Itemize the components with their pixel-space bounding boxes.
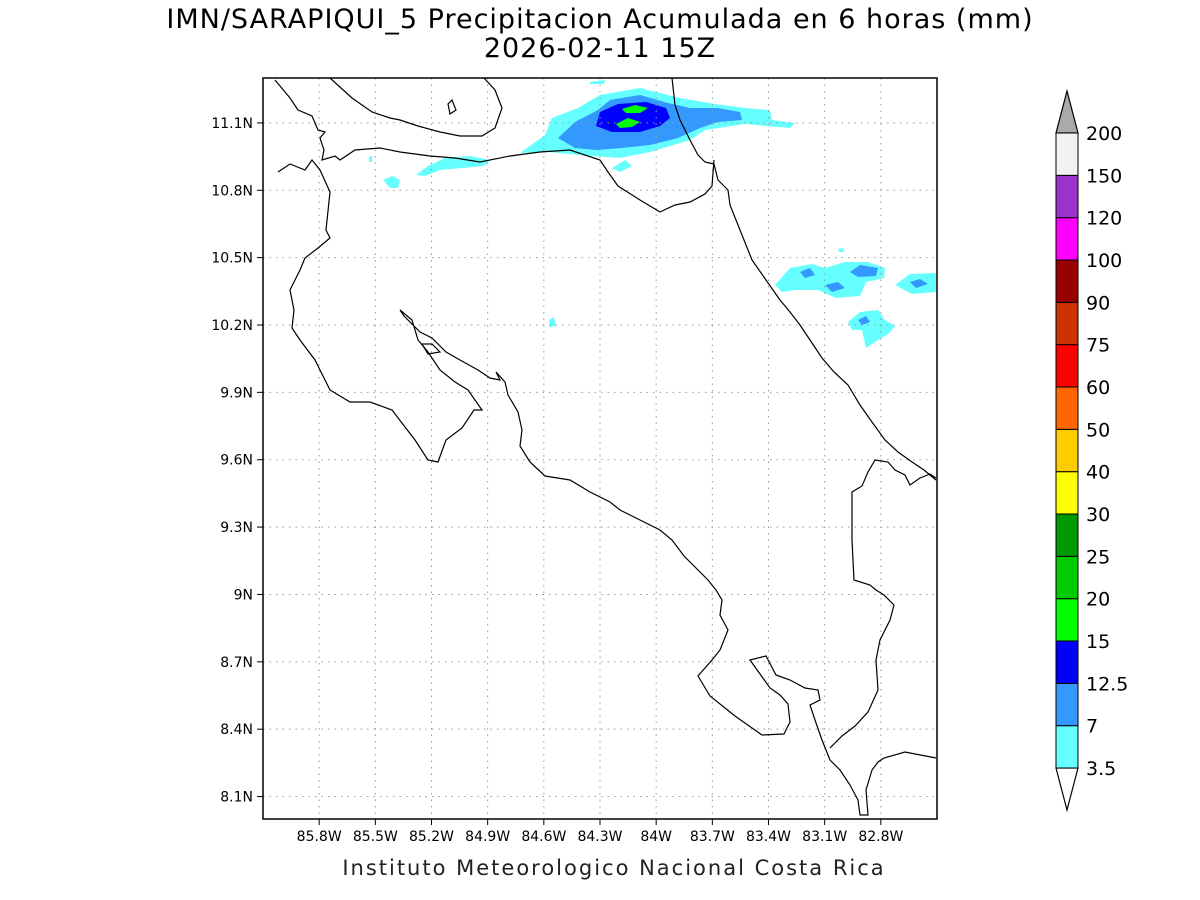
lon-tick-label: 84.6W [521,829,566,845]
lat-tick-label: 8.7N [220,655,253,671]
caribbean-coast [671,78,937,481]
lat-tick-label: 9.3N [220,520,253,536]
colorbar-swatch [1055,598,1079,642]
colorbar-label: 100 [1086,250,1122,272]
lat-tick-label: 9N [234,587,253,603]
nicaragua-costa-rica-border [329,78,503,137]
lon-tick-label: 84.9W [465,829,510,845]
precip-area-7 [858,316,870,325]
precip-area-3-5 [416,156,490,176]
colorbar-label: 12.5 [1086,673,1128,695]
colorbar-label: 90 [1086,292,1110,314]
colorbar: 3.5 7 12.5 15 20 25 30 40 50 60 75 90 100 120 150 200 [1055,88,1128,813]
colorbar-swatch [1055,428,1079,473]
precip-area-7 [910,279,928,288]
lon-tick-label: 83.7W [690,829,735,845]
lat-tick-label: 9.9N [220,385,253,401]
lon-tick-label: 85.2W [409,829,454,845]
colorbar-swatch [1055,386,1079,430]
colorbar-swatch [1055,640,1079,684]
osa-peninsula-coast [829,459,937,749]
colorbar-swatch [1055,174,1079,219]
lon-tick-label: 84W [640,829,672,845]
colorbar-swatch [1055,217,1079,261]
map-graticule [263,78,937,819]
colorbar-swatch [1055,471,1079,515]
precip-area-7 [800,268,815,278]
credit-line: Instituto Meteorologico Nacional Costa R… [342,856,886,880]
precip-area-3-5 [549,317,556,327]
lake-nicaragua-shore [274,79,715,213]
precip-area-3-5 [383,176,400,188]
colorbar-swatch [1055,259,1079,303]
colorbar-label: 3.5 [1086,758,1116,780]
lat-tick-label: 9.6N [220,453,253,469]
lat-tick-label: 8.4N [220,722,253,738]
map-title: IMN/SARAPIQUI_5 Precipitacion Acumulada … [166,4,1034,35]
lat-tick-label: 10.8N [211,183,253,199]
lon-tick-label: 83.1W [802,829,847,845]
lon-tick-label: 85.8W [297,829,342,845]
colorbar-label: 40 [1086,462,1110,484]
colorbar-swatch [1055,555,1079,600]
precip-area-3-5 [838,248,844,252]
precip-area-3-5 [612,160,632,172]
precip-area-3-5 [848,310,895,348]
colorbar-label: 7 [1086,716,1098,738]
precip-area-7 [825,282,845,292]
precip-area-3-5 [590,80,605,84]
colorbar-label: 20 [1086,589,1110,611]
coastlines [274,78,937,816]
colorbar-label: 150 [1086,165,1122,187]
colorbar-label: 120 [1086,208,1122,230]
lat-tick-label: 11.1N [211,116,253,132]
map-timestamp: 2026-02-11 15Z [483,33,717,64]
nicoya-gulf-island [420,343,442,355]
colorbar-swatch [1055,344,1079,388]
precip-area-3-5 [369,156,372,162]
colorbar-label: 25 [1086,546,1110,568]
costa-rica-pacific-coast [277,158,937,816]
lat-tick-label: 8.1N [220,790,253,806]
colorbar-under-arrow [1055,767,1079,813]
lat-tick-label: 10.5N [211,251,253,267]
lat-tick-label: 10.2N [211,318,253,334]
lon-tick-label: 85.5W [353,829,398,845]
colorbar-swatch [1055,132,1079,176]
lake-nicaragua-island [447,98,457,115]
colorbar-top-label: 200 [1086,123,1122,145]
map-axes: 85.8W 85.5W 85.2W 84.9W 84.6W 84.3W 84W 83.7W 83… [211,116,903,845]
precip-area-12-5 [596,102,670,132]
colorbar-swatch [1055,301,1079,346]
colorbar-swatch [1055,513,1079,557]
precipitation-field [369,80,936,348]
colorbar-label: 30 [1086,504,1110,526]
colorbar-swatch [1055,725,1079,769]
lon-tick-label: 82.8W [858,829,903,845]
colorbar-label: 75 [1086,335,1110,357]
colorbar-over-arrow [1055,88,1079,134]
lon-tick-label: 84.3W [577,829,622,845]
colorbar-label: 15 [1086,631,1110,653]
lon-tick-label: 83.4W [746,829,791,845]
precip-area-15 [622,105,648,113]
colorbar-label: 50 [1086,419,1110,441]
colorbar-label: 60 [1086,377,1110,399]
precip-area-7 [850,265,878,277]
colorbar-swatch [1055,682,1079,727]
